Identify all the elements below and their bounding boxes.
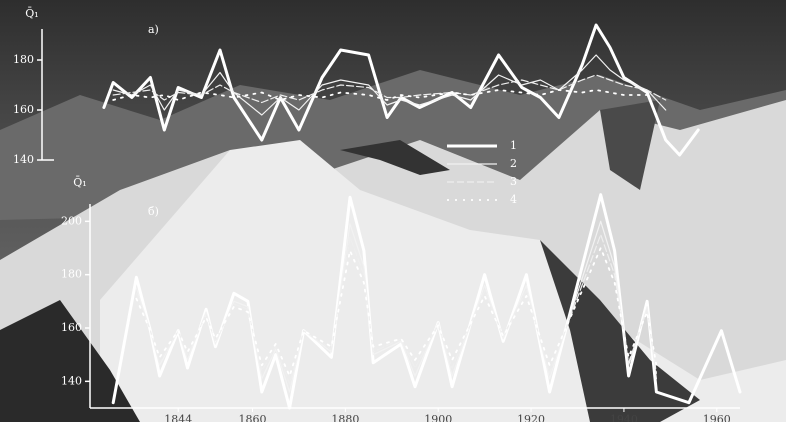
series-line [135,247,658,377]
x-tick-label: 1960 [703,413,731,422]
x-tick-label: 1920 [517,413,545,422]
series-line [112,89,648,101]
legend-label: 1 [510,139,517,152]
y-tick-label: 160 [13,103,34,116]
legend-label: 3 [510,175,517,188]
y-tick-label: 180 [13,53,34,66]
x-tick-label: 1880 [331,413,359,422]
plot-area: 140 160 180 a) Q̄₁ 140 160 180 200 1844 1860 1880 19… [13,7,742,422]
legend-label: 2 [510,157,517,170]
series-line [112,74,667,104]
series-line [102,23,700,157]
y-axis-label: Q̄₁ [73,176,86,189]
y-tick-label: 140 [61,374,82,387]
y-axis-label: Q̄₁ [25,7,38,20]
legend-label: 4 [510,193,517,206]
x-tick-label: 1900 [424,413,452,422]
y-tick-label: 160 [61,321,82,334]
panel-label: a) [148,23,159,36]
series-line [112,54,667,116]
y-tick-label: 200 [61,214,82,227]
y-tick-label: 140 [13,153,34,166]
y-tick-label: 180 [61,268,82,281]
x-tick-label: 1844 [164,413,192,422]
panel-label: б) [148,205,159,218]
x-tick-label: 1860 [239,413,267,422]
x-tick-label: 1940 [610,413,638,422]
